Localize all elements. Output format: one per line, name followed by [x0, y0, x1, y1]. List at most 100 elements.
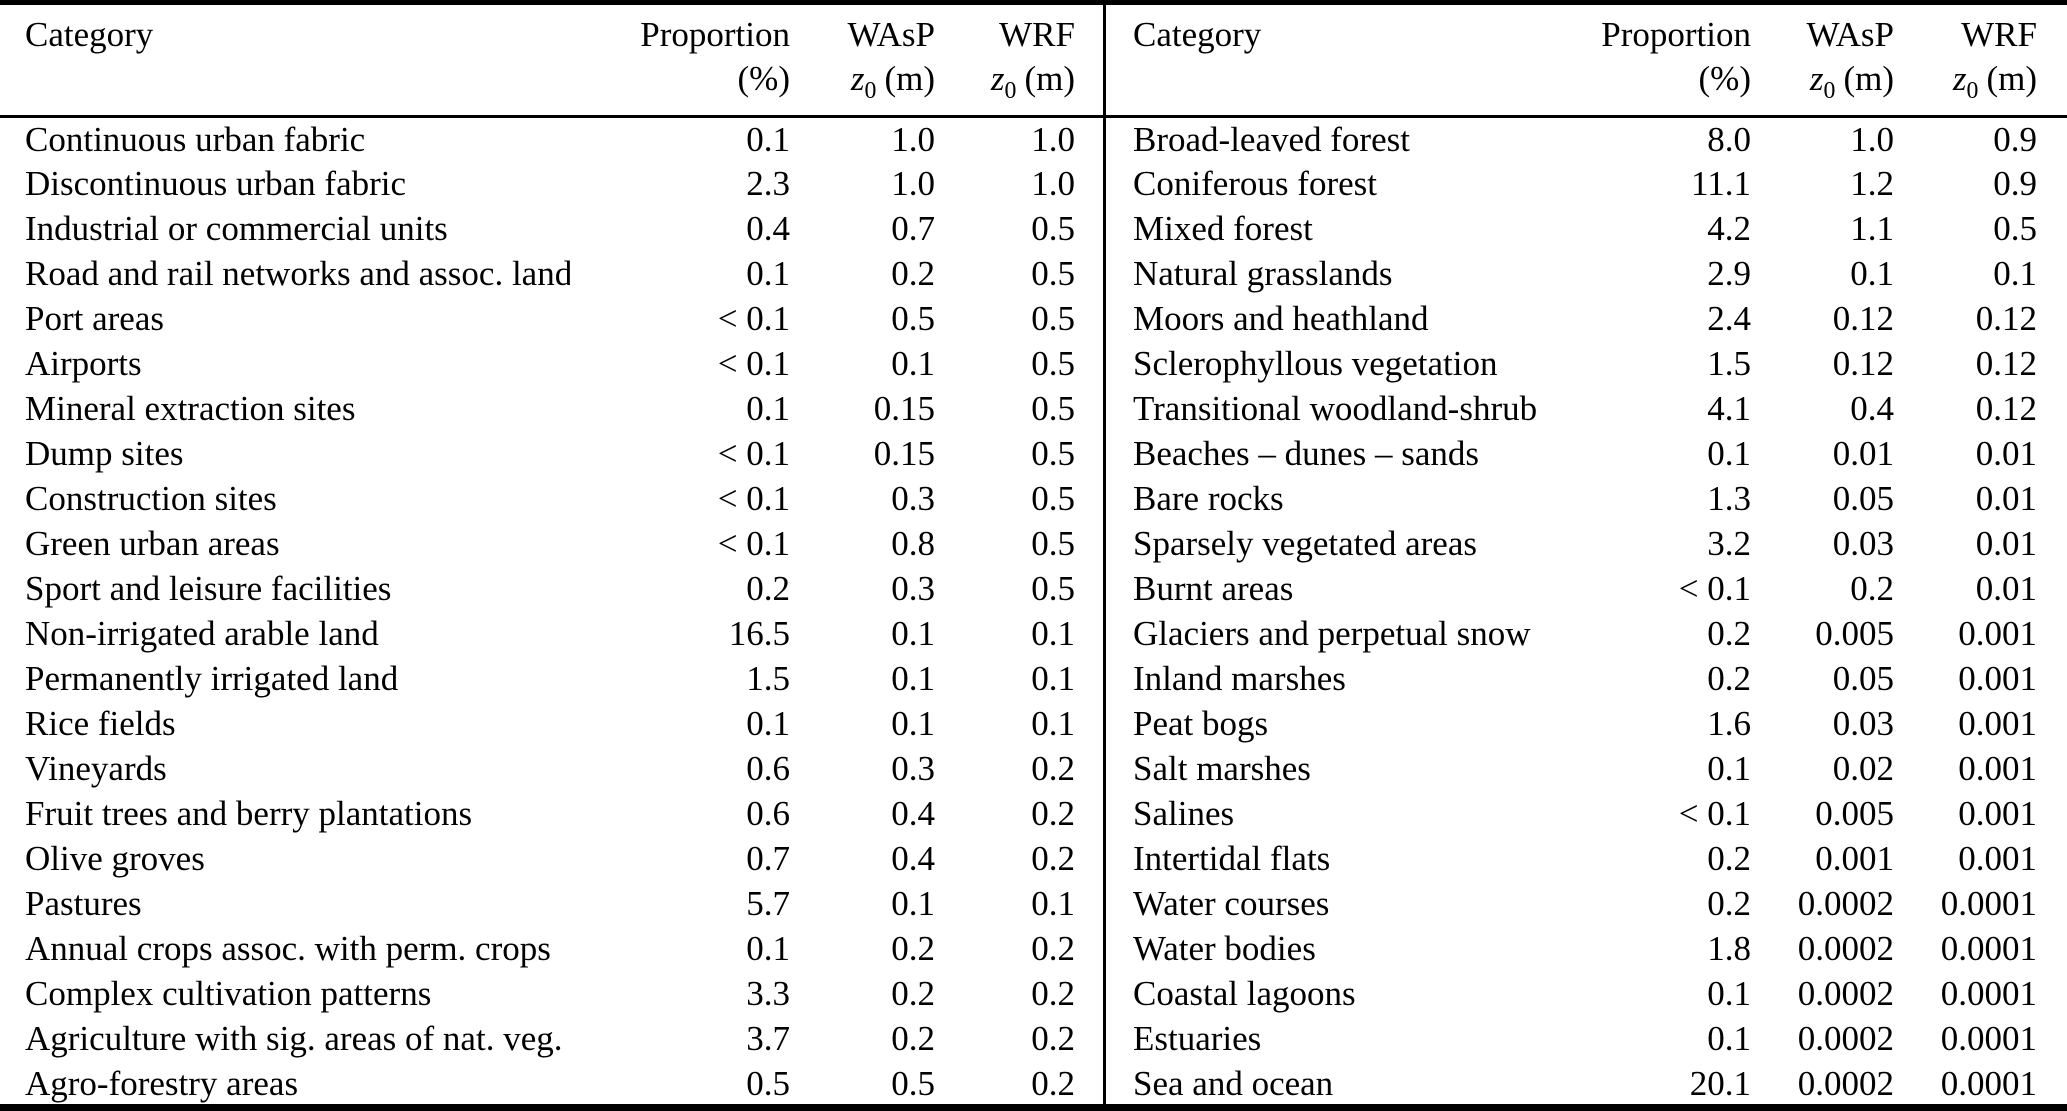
category-cell: Intertidal flats — [1133, 839, 1331, 878]
category-cell: Agriculture with sig. areas of nat. veg. — [25, 1019, 563, 1058]
proportion-cell: 0.2 — [1707, 614, 1751, 653]
proportion-cell: 3.3 — [746, 974, 790, 1013]
wrf-cell: 0.01 — [1975, 434, 2037, 473]
table-row: Moors and heathland 2.4 0.12 0.12 — [1106, 297, 2067, 342]
category-cell: Airports — [25, 344, 142, 383]
wasp-cell: 0.0002 — [1797, 1019, 1894, 1058]
right-table-header: Category Proportion WAsP WRF (%) z0 (m) z… — [1106, 5, 2067, 118]
table-row: Airports < 0.1 0.1 0.5 — [0, 342, 1103, 387]
wrf-cell: 0.001 — [1958, 749, 2037, 788]
wrf-cell: 0.5 — [1993, 209, 2037, 248]
wasp-cell: 0.2 — [891, 929, 935, 968]
wrf-cell: 0.9 — [1993, 119, 2037, 159]
wrf-cell: 0.001 — [1958, 614, 2037, 653]
category-cell: Moors and heathland — [1133, 299, 1429, 338]
wrf-cell: 0.01 — [1975, 479, 2037, 518]
table-row: Sparsely vegetated areas 3.2 0.03 0.01 — [1106, 522, 2067, 567]
table-row: Olive groves 0.7 0.4 0.2 — [0, 837, 1103, 882]
z-unit: (m) — [1024, 59, 1075, 98]
proportion-cell: 0.7 — [746, 839, 790, 878]
left-table: Category Proportion WAsP WRF (%) z0 (m) z… — [0, 5, 1103, 1105]
wrf-header: WRF — [1961, 15, 2037, 54]
wrf-cell: 0.0001 — [1940, 974, 2037, 1013]
table-row: Fruit trees and berry plantations 0.6 0.4 0… — [0, 792, 1103, 837]
proportion-cell: < 0.1 — [717, 344, 790, 383]
table-row: Estuaries 0.1 0.0002 0.0001 — [1106, 1017, 2067, 1062]
table-row: Permanently irrigated land 1.5 0.1 0.1 — [0, 657, 1103, 702]
wrf-cell: 0.2 — [1031, 1019, 1075, 1058]
table-row: Salines < 0.1 0.005 0.001 — [1106, 792, 2067, 837]
proportion-cell: 0.1 — [1707, 974, 1751, 1013]
right-table: Category Proportion WAsP WRF (%) z0 (m) z… — [1106, 5, 2067, 1105]
wrf-z0-label: z0 (m) — [1894, 55, 2067, 118]
wasp-cell: 1.0 — [891, 164, 935, 203]
proportion-cell: 11.1 — [1691, 164, 1751, 203]
wasp-cell: 0.1 — [891, 884, 935, 923]
proportion-cell: 0.2 — [1707, 659, 1751, 698]
category-cell: Rice fields — [25, 704, 176, 743]
table-row: Mixed forest 4.2 1.1 0.5 — [1106, 207, 2067, 252]
wasp-cell: 0.02 — [1832, 749, 1894, 788]
wasp-cell: 0.8 — [891, 524, 935, 563]
category-cell: Salines — [1133, 794, 1235, 833]
wrf-cell: 0.0001 — [1940, 929, 2037, 968]
category-cell: Sparsely vegetated areas — [1133, 524, 1478, 563]
category-cell: Inland marshes — [1133, 659, 1346, 698]
proportion-header: Proportion — [1601, 15, 1751, 54]
table-row: Dump sites < 0.1 0.15 0.5 — [0, 432, 1103, 477]
wrf-cell: 0.001 — [1958, 839, 2037, 878]
wrf-cell: 0.0001 — [1940, 884, 2037, 923]
proportion-cell: 1.3 — [1707, 479, 1751, 518]
table-row: Agro-forestry areas 0.5 0.5 0.2 — [0, 1062, 1103, 1105]
wrf-cell: 0.12 — [1975, 344, 2037, 383]
wrf-cell: 0.2 — [1031, 749, 1075, 788]
left-table-header: Category Proportion WAsP WRF (%) z0 (m) z… — [0, 5, 1103, 118]
header-row-units: (%) z0 (m) z0 (m) — [0, 55, 1103, 118]
wasp-cell: 0.05 — [1832, 479, 1894, 518]
wasp-cell: 0.3 — [891, 479, 935, 518]
wrf-cell: 0.12 — [1975, 299, 2037, 338]
proportion-cell: 2.9 — [1707, 254, 1751, 293]
table-row: Sea and ocean 20.1 0.0002 0.0001 — [1106, 1062, 2067, 1105]
wasp-cell: 0.2 — [891, 1019, 935, 1058]
proportion-cell: 2.3 — [746, 164, 790, 203]
proportion-cell: 0.1 — [1707, 434, 1751, 473]
category-cell: Pastures — [25, 884, 142, 923]
wrf-cell: 0.12 — [1975, 389, 2037, 428]
wasp-cell: 0.2 — [891, 974, 935, 1013]
wasp-cell: 0.0002 — [1797, 974, 1894, 1013]
wasp-header: WAsP — [1806, 15, 1894, 54]
wasp-cell: 0.0002 — [1797, 929, 1894, 968]
wrf-cell: 0.1 — [1031, 704, 1075, 743]
proportion-cell: < 0.1 — [717, 524, 790, 563]
category-cell: Port areas — [25, 299, 164, 338]
proportion-cell: 0.1 — [746, 254, 790, 293]
table-row: Water bodies 1.8 0.0002 0.0001 — [1106, 927, 2067, 972]
table-row: Natural grasslands 2.9 0.1 0.1 — [1106, 252, 2067, 297]
right-table-panel: Category Proportion WAsP WRF (%) z0 (m) z… — [1103, 5, 2067, 1105]
table-row: Pastures 5.7 0.1 0.1 — [0, 882, 1103, 927]
category-cell: Sea and ocean — [1133, 1064, 1334, 1103]
category-cell: Coniferous forest — [1133, 164, 1377, 203]
left-table-panel: Category Proportion WAsP WRF (%) z0 (m) z… — [0, 5, 1103, 1104]
proportion-cell: 0.1 — [746, 929, 790, 968]
proportion-cell: 5.7 — [746, 884, 790, 923]
wasp-cell: 0.1 — [891, 344, 935, 383]
wasp-z0-label: z0 (m) — [790, 55, 935, 118]
table-row: Salt marshes 0.1 0.02 0.001 — [1106, 747, 2067, 792]
proportion-cell: 20.1 — [1689, 1064, 1751, 1103]
wrf-cell: 0.2 — [1031, 1064, 1075, 1103]
proportion-cell: 8.0 — [1707, 119, 1751, 159]
wrf-cell: 0.01 — [1975, 569, 2037, 608]
z-unit: (m) — [884, 59, 935, 98]
category-header-spacer — [0, 55, 570, 118]
table-row: Sport and leisure facilities 0.2 0.3 0.5 — [0, 567, 1103, 612]
table-row: Sclerophyllous vegetation 1.5 0.12 0.12 — [1106, 342, 2067, 387]
category-cell: Construction sites — [25, 479, 277, 518]
z-subscript: 0 — [1004, 78, 1017, 104]
table-row: Beaches – dunes – sands 0.1 0.01 0.01 — [1106, 432, 2067, 477]
category-cell: Industrial or commercial units — [25, 209, 448, 248]
wrf-cell: 0.001 — [1958, 794, 2037, 833]
category-cell: Green urban areas — [25, 524, 280, 563]
